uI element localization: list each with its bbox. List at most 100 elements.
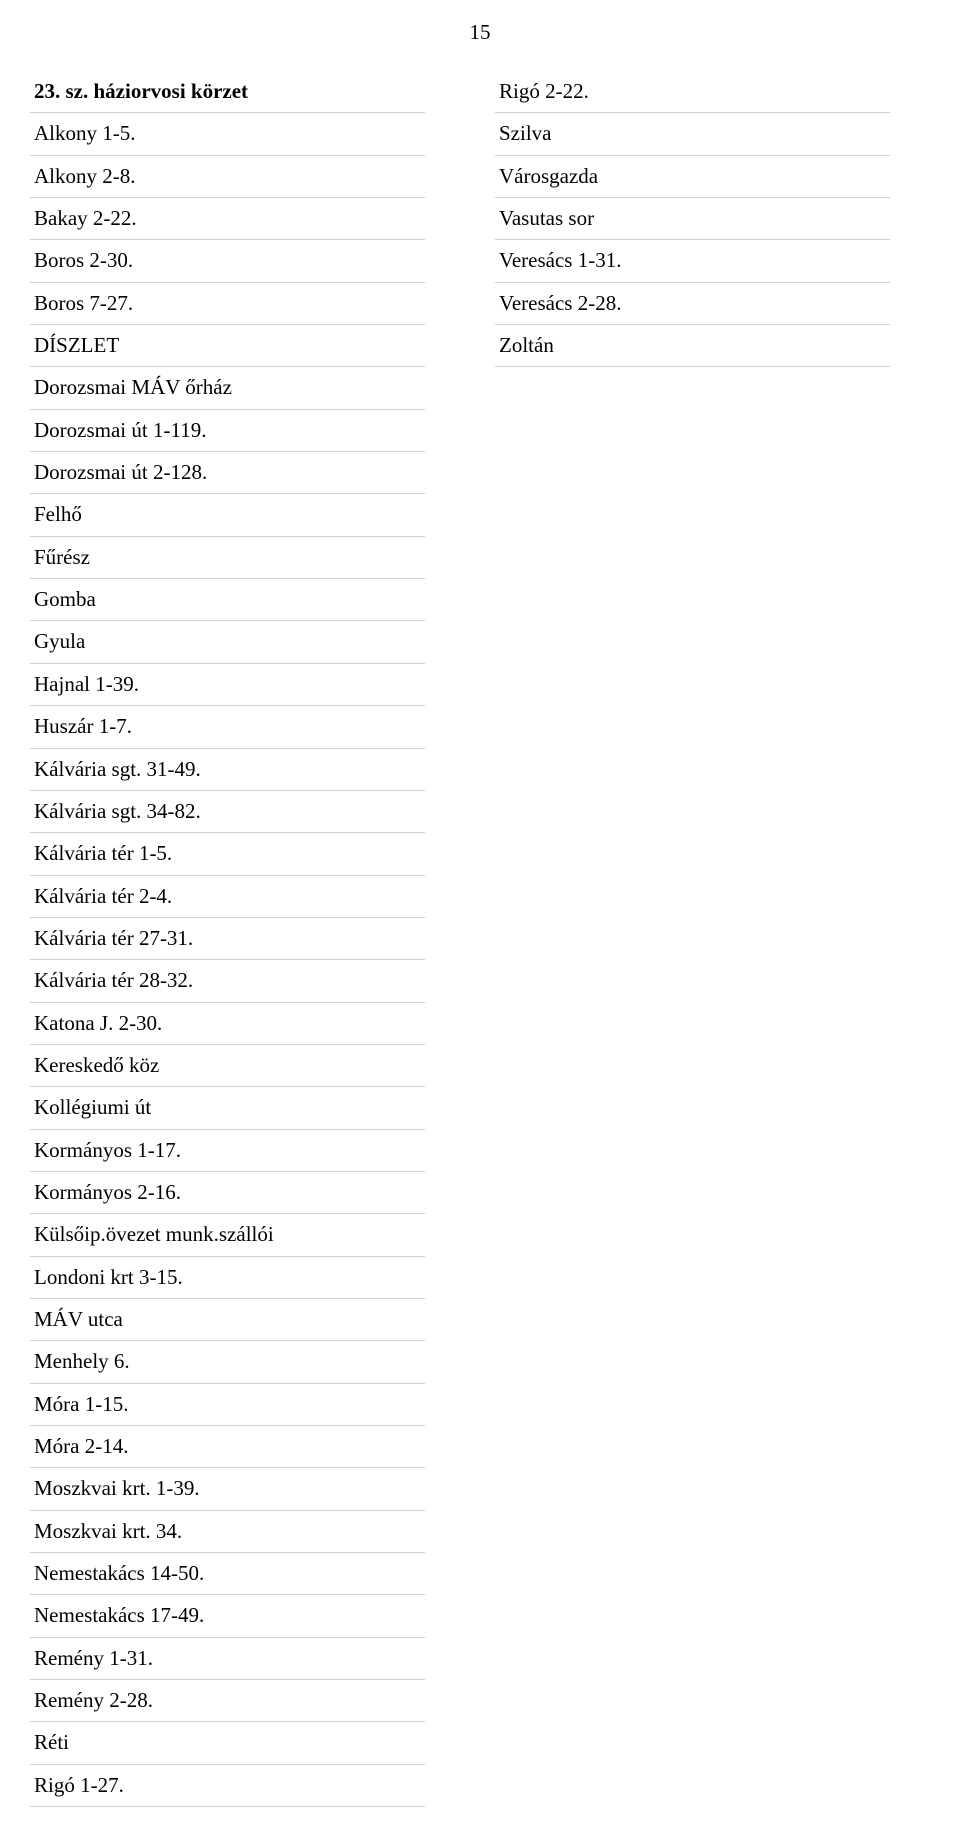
table-row: Külsőip.övezet munk.szállói [30, 1214, 425, 1256]
table-cell: Kormányos 2-16. [30, 1171, 425, 1213]
table-cell: DÍSZLET [30, 325, 425, 367]
table-row: Katona J. 2-30. [30, 1002, 425, 1044]
table-row: Remény 1-31. [30, 1637, 425, 1679]
table-row: Nemestakács 17-49. [30, 1595, 425, 1637]
table-row: 23. sz. háziorvosi körzet [30, 75, 425, 113]
table-cell: MÁV utca [30, 1298, 425, 1340]
table-cell: Nemestakács 14-50. [30, 1553, 425, 1595]
table-cell: Gyula [30, 621, 425, 663]
table-row: Nemestakács 14-50. [30, 1553, 425, 1595]
table-cell: Rigó 1-27. [30, 1764, 425, 1806]
table-row: Menhely 6. [30, 1341, 425, 1383]
table-cell: Városgazda [495, 155, 890, 197]
table-cell: Veresács 2-28. [495, 282, 890, 324]
table-row: DÍSZLET [30, 325, 425, 367]
left-column: 23. sz. háziorvosi körzetAlkony 1-5.Alko… [30, 75, 425, 1807]
table-row: Városgazda [495, 155, 890, 197]
table-cell: Alkony 1-5. [30, 113, 425, 155]
table-row: Móra 2-14. [30, 1426, 425, 1468]
table-cell: Hajnal 1-39. [30, 663, 425, 705]
right-column: Rigó 2-22.SzilvaVárosgazdaVasutas sorVer… [495, 75, 890, 1807]
table-row: Veresács 2-28. [495, 282, 890, 324]
table-cell: Boros 2-30. [30, 240, 425, 282]
table-cell: Külsőip.övezet munk.szállói [30, 1214, 425, 1256]
table-cell: Bakay 2-22. [30, 198, 425, 240]
table-cell: Menhely 6. [30, 1341, 425, 1383]
table-row: Kormányos 2-16. [30, 1171, 425, 1213]
table-row: Alkony 2-8. [30, 155, 425, 197]
table-row: Kálvária tér 27-31. [30, 917, 425, 959]
table-row: Boros 2-30. [30, 240, 425, 282]
right-table: Rigó 2-22.SzilvaVárosgazdaVasutas sorVer… [495, 75, 890, 367]
table-row: Huszár 1-7. [30, 706, 425, 748]
table-cell: Remény 2-28. [30, 1680, 425, 1722]
table-cell: Boros 7-27. [30, 282, 425, 324]
table-cell: Moszkvai krt. 1-39. [30, 1468, 425, 1510]
table-cell: Moszkvai krt. 34. [30, 1510, 425, 1552]
table-row: Kereskedő köz [30, 1044, 425, 1086]
table-cell: Dorozsmai út 2-128. [30, 452, 425, 494]
table-row: Boros 7-27. [30, 282, 425, 324]
table-cell: Fűrész [30, 536, 425, 578]
table-row: Kormányos 1-17. [30, 1129, 425, 1171]
table-cell: Londoni krt 3-15. [30, 1256, 425, 1298]
table-cell: Alkony 2-8. [30, 155, 425, 197]
table-cell: 23. sz. háziorvosi körzet [30, 75, 425, 113]
table-cell: Szilva [495, 113, 890, 155]
table-row: Alkony 1-5. [30, 113, 425, 155]
table-row: Remény 2-28. [30, 1680, 425, 1722]
table-row: Fűrész [30, 536, 425, 578]
table-cell: Remény 1-31. [30, 1637, 425, 1679]
table-row: Veresács 1-31. [495, 240, 890, 282]
table-row: Rigó 1-27. [30, 1764, 425, 1806]
table-row: Hajnal 1-39. [30, 663, 425, 705]
table-row: Zoltán [495, 325, 890, 367]
table-cell: Vasutas sor [495, 198, 890, 240]
table-row: Dorozsmai út 1-119. [30, 409, 425, 451]
table-row: Moszkvai krt. 1-39. [30, 1468, 425, 1510]
table-cell: Kormányos 1-17. [30, 1129, 425, 1171]
table-row: Kálvária tér 1-5. [30, 833, 425, 875]
table-row: Vasutas sor [495, 198, 890, 240]
table-cell: Rigó 2-22. [495, 75, 890, 113]
table-cell: Réti [30, 1722, 425, 1764]
table-cell: Huszár 1-7. [30, 706, 425, 748]
table-cell: Kereskedő köz [30, 1044, 425, 1086]
table-row: Réti [30, 1722, 425, 1764]
table-row: Rigó 2-22. [495, 75, 890, 113]
table-cell: Móra 2-14. [30, 1426, 425, 1468]
table-row: Szilva [495, 113, 890, 155]
table-cell: Kálvária tér 2-4. [30, 875, 425, 917]
table-cell: Kálvária tér 1-5. [30, 833, 425, 875]
table-cell: Felhő [30, 494, 425, 536]
table-row: Gyula [30, 621, 425, 663]
table-cell: Zoltán [495, 325, 890, 367]
content-columns: 23. sz. háziorvosi körzetAlkony 1-5.Alko… [0, 75, 960, 1807]
table-row: Kálvária tér 2-4. [30, 875, 425, 917]
page-number: 15 [0, 20, 960, 45]
table-row: Móra 1-15. [30, 1383, 425, 1425]
table-row: Londoni krt 3-15. [30, 1256, 425, 1298]
table-cell: Nemestakács 17-49. [30, 1595, 425, 1637]
table-row: Dorozsmai MÁV őrház [30, 367, 425, 409]
left-table: 23. sz. háziorvosi körzetAlkony 1-5.Alko… [30, 75, 425, 1807]
table-row: Gomba [30, 579, 425, 621]
table-row: Dorozsmai út 2-128. [30, 452, 425, 494]
table-row: MÁV utca [30, 1298, 425, 1340]
table-cell: Kálvária sgt. 31-49. [30, 748, 425, 790]
table-cell: Gomba [30, 579, 425, 621]
table-cell: Katona J. 2-30. [30, 1002, 425, 1044]
table-row: Kollégiumi út [30, 1087, 425, 1129]
table-row: Felhő [30, 494, 425, 536]
table-row: Moszkvai krt. 34. [30, 1510, 425, 1552]
table-cell: Kálvária tér 28-32. [30, 960, 425, 1002]
table-row: Kálvária sgt. 34-82. [30, 790, 425, 832]
table-row: Bakay 2-22. [30, 198, 425, 240]
table-cell: Kálvária tér 27-31. [30, 917, 425, 959]
table-cell: Dorozsmai MÁV őrház [30, 367, 425, 409]
table-cell: Kollégiumi út [30, 1087, 425, 1129]
table-row: Kálvária sgt. 31-49. [30, 748, 425, 790]
table-cell: Kálvária sgt. 34-82. [30, 790, 425, 832]
table-cell: Dorozsmai út 1-119. [30, 409, 425, 451]
table-row: Kálvária tér 28-32. [30, 960, 425, 1002]
